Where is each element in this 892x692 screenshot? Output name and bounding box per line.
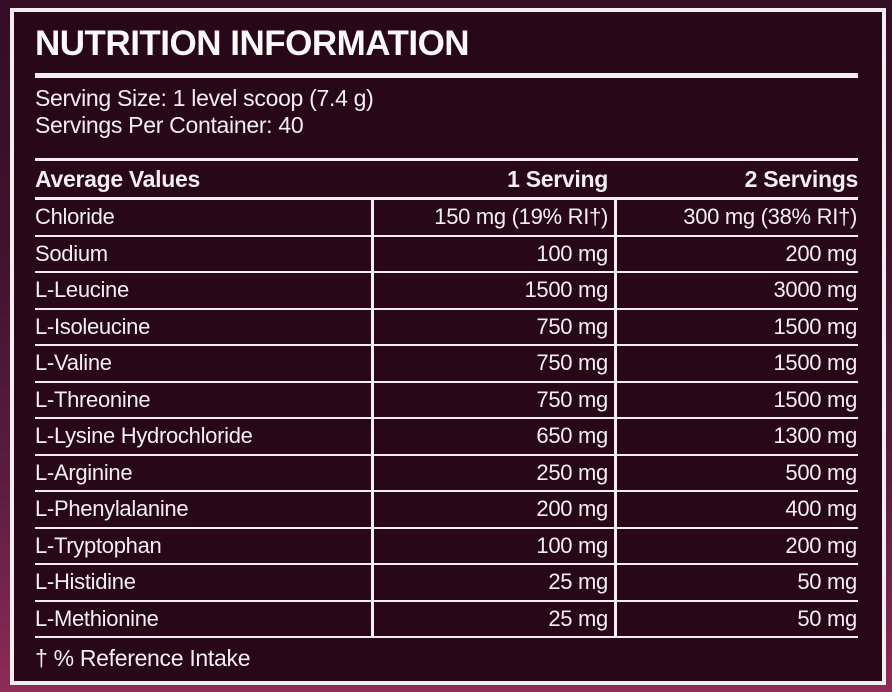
nutrient-name: Chloride bbox=[35, 204, 115, 230]
nutrient-name: L-Valine bbox=[35, 350, 112, 376]
nutrient-serving1-value: 25 mg bbox=[371, 601, 614, 636]
nutrient-name: L-Lysine Hydrochloride bbox=[35, 423, 253, 449]
nutrient-serving1-value: 750 mg bbox=[371, 346, 614, 381]
title-underline bbox=[35, 73, 858, 78]
nutrient-serving1-value: 1500 mg bbox=[371, 273, 614, 308]
nutrient-serving2-value: 300 mg (38% RI†) bbox=[614, 200, 858, 235]
nutrient-name: L-Leucine bbox=[35, 277, 129, 303]
nutrient-serving1-value: 250 mg bbox=[371, 455, 614, 490]
table-row: L-Isoleucine 750 mg 1500 mg bbox=[35, 309, 858, 346]
page-title: NUTRITION INFORMATION bbox=[35, 24, 470, 63]
nutrient-name: L-Methionine bbox=[35, 605, 159, 631]
label-content: NUTRITION INFORMATION Serving Size: 1 le… bbox=[35, 12, 858, 681]
nutrient-serving1-value: 25 mg bbox=[371, 565, 614, 600]
table-row: Chloride 150 mg (19% RI†) 300 mg (38% RI… bbox=[35, 200, 858, 237]
nutrient-serving1-value: 650 mg bbox=[371, 419, 614, 454]
table-row: L-Histidine 25 mg 50 mg bbox=[35, 565, 858, 602]
reference-intake-footnote: † % Reference Intake bbox=[35, 645, 251, 671]
nutrient-serving2-value: 500 mg bbox=[614, 455, 858, 490]
nutrient-serving2-value: 1500 mg bbox=[614, 346, 858, 381]
table-row: L-Arginine 250 mg 500 mg bbox=[35, 455, 858, 492]
nutrient-serving2-value: 3000 mg bbox=[614, 273, 858, 308]
nutrient-name: L-Phenylalanine bbox=[35, 496, 189, 522]
nutrient-name: L-Arginine bbox=[35, 459, 133, 485]
nutrient-serving2-value: 50 mg bbox=[614, 565, 858, 600]
nutrient-name: L-Tryptophan bbox=[35, 532, 162, 558]
nutrient-serving1-value: 750 mg bbox=[371, 382, 614, 417]
nutrient-serving2-value: 50 mg bbox=[614, 601, 858, 636]
table-header-row: Average Values 1 Serving 2 Servings bbox=[35, 161, 858, 200]
nutrient-serving2-value: 200 mg bbox=[614, 236, 858, 271]
table-row: L-Methionine 25 mg 50 mg bbox=[35, 601, 858, 638]
nutrient-serving1-value: 100 mg bbox=[371, 236, 614, 271]
table-body: Chloride 150 mg (19% RI†) 300 mg (38% RI… bbox=[35, 200, 858, 638]
table-row: L-Leucine 1500 mg 3000 mg bbox=[35, 273, 858, 310]
nutrient-name: L-Histidine bbox=[35, 569, 136, 595]
table-row: L-Threonine 750 mg 1500 mg bbox=[35, 382, 858, 419]
serving-size-text: Serving Size: 1 level scoop (7.4 g) bbox=[35, 85, 374, 111]
nutrient-serving2-value: 1500 mg bbox=[614, 382, 858, 417]
nutrient-serving1-value: 100 mg bbox=[371, 528, 614, 563]
nutrient-serving1-value: 200 mg bbox=[371, 492, 614, 527]
nutrient-name: L-Isoleucine bbox=[35, 313, 151, 339]
column-header-1-serving: 1 Serving bbox=[507, 165, 608, 192]
nutrient-serving2-value: 400 mg bbox=[614, 492, 858, 527]
servings-per-container-text: Servings Per Container: 40 bbox=[35, 112, 304, 138]
table-row: L-Lysine Hydrochloride 650 mg 1300 mg bbox=[35, 419, 858, 456]
nutrient-name: L-Threonine bbox=[35, 386, 151, 412]
nutrient-serving2-value: 1500 mg bbox=[614, 309, 858, 344]
nutrient-serving2-value: 1300 mg bbox=[614, 419, 858, 454]
nutrient-serving1-value: 750 mg bbox=[371, 309, 614, 344]
serving-info: Serving Size: 1 level scoop (7.4 g) Serv… bbox=[35, 85, 858, 139]
table-row: L-Tryptophan 100 mg 200 mg bbox=[35, 528, 858, 565]
label-panel: NUTRITION INFORMATION Serving Size: 1 le… bbox=[10, 8, 886, 685]
column-header-2-servings: 2 Servings bbox=[744, 165, 859, 192]
nutrient-serving1-value: 150 mg (19% RI†) bbox=[371, 200, 614, 235]
column-header-average-values: Average Values bbox=[35, 165, 200, 192]
table-top-divider bbox=[35, 158, 858, 161]
table-row: Sodium 100 mg 200 mg bbox=[35, 236, 858, 273]
table-row: L-Phenylalanine 200 mg 400 mg bbox=[35, 492, 858, 529]
table-row: L-Valine 750 mg 1500 mg bbox=[35, 346, 858, 383]
nutrient-name: Sodium bbox=[35, 240, 108, 266]
nutrient-serving2-value: 200 mg bbox=[614, 528, 858, 563]
